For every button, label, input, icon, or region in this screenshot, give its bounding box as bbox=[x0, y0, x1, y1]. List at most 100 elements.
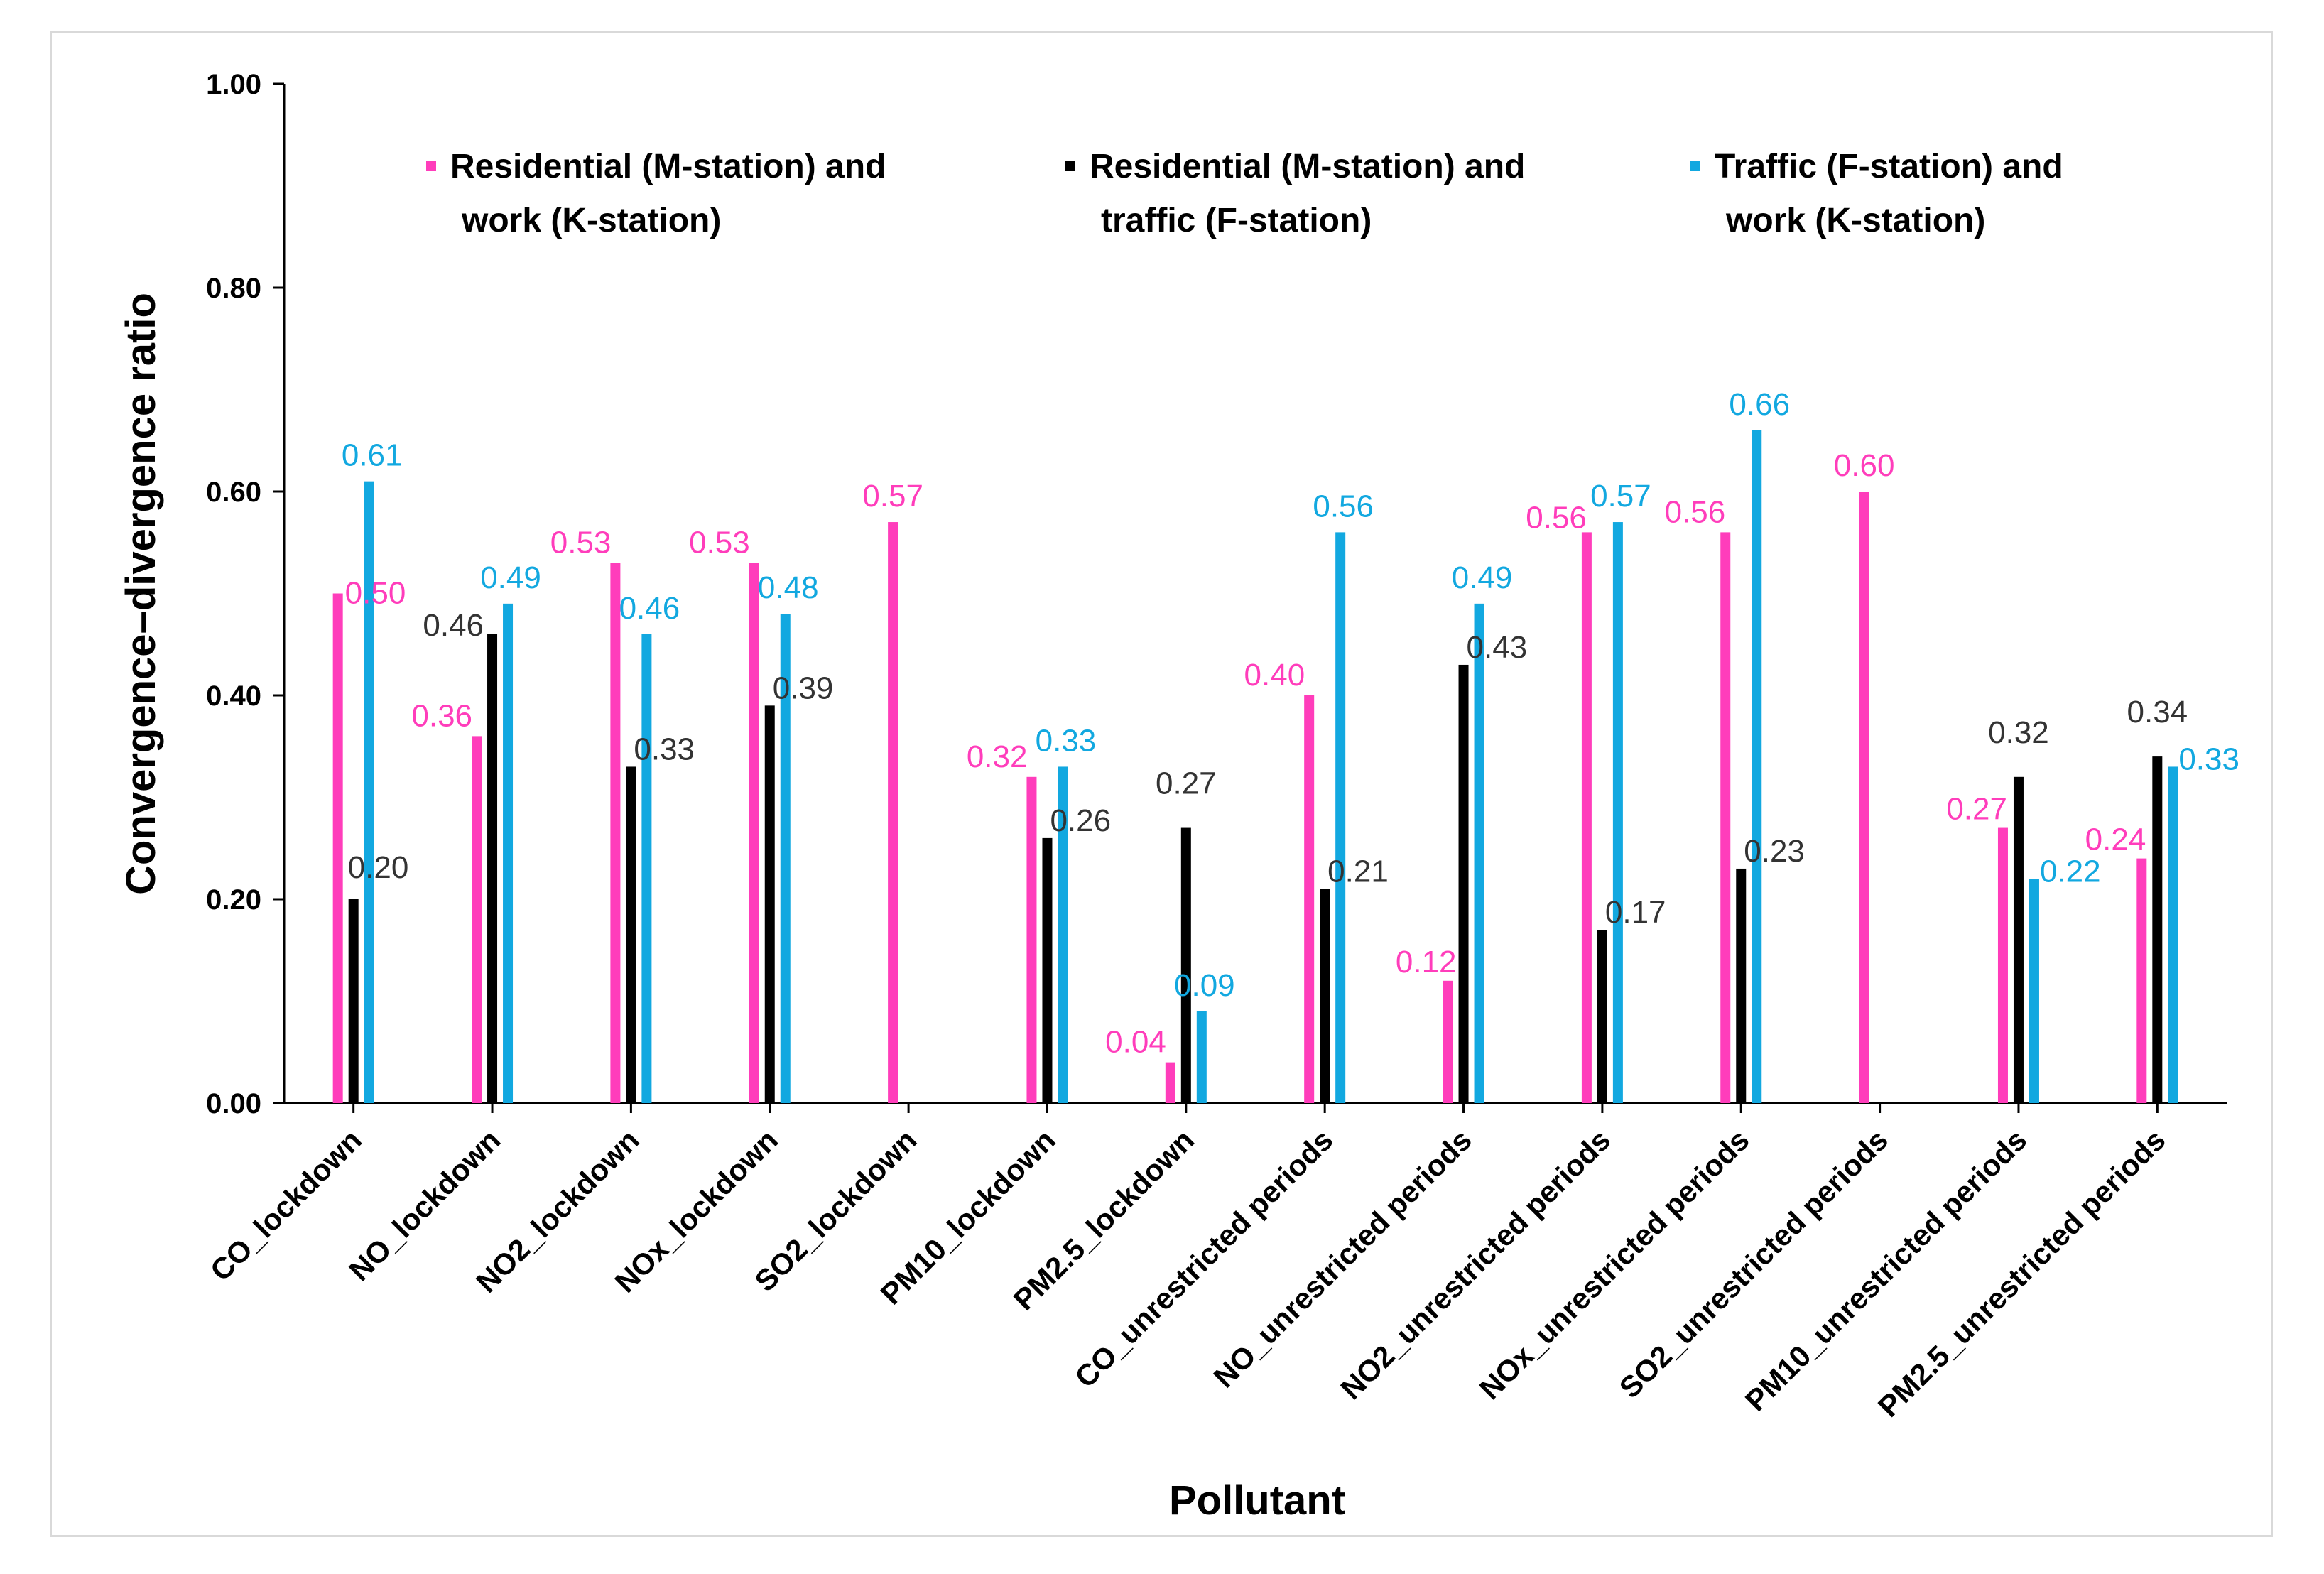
y-tick-label: 0.60 bbox=[206, 477, 261, 508]
x-tick-label: NO2_unrestricted periods bbox=[1334, 1123, 1617, 1406]
bar-series-3 bbox=[780, 614, 791, 1103]
data-label-series-1: 0.56 bbox=[1665, 494, 1726, 529]
bar-series-3 bbox=[1752, 430, 1762, 1103]
bar-series-2 bbox=[487, 634, 498, 1103]
data-label-series-1: 0.53 bbox=[689, 525, 750, 560]
bar-series-1 bbox=[1720, 532, 1731, 1103]
bar-series-3 bbox=[503, 603, 514, 1103]
chart-frame bbox=[50, 31, 2273, 1537]
legend-marker-series-1 bbox=[426, 161, 436, 171]
bar-series-2 bbox=[1597, 930, 1607, 1103]
bar-series-1 bbox=[1997, 827, 2008, 1103]
data-label-series-2: 0.27 bbox=[1156, 766, 1217, 801]
data-label-series-2: 0.23 bbox=[1744, 834, 1805, 869]
bar-series-1 bbox=[1165, 1062, 1175, 1103]
bar-series-1 bbox=[1859, 492, 1869, 1103]
bar-series-2 bbox=[1320, 889, 1330, 1103]
data-label-series-3: 0.49 bbox=[480, 560, 541, 595]
data-label-series-2: 0.17 bbox=[1605, 895, 1666, 930]
data-label-series-3: 0.56 bbox=[1313, 489, 1374, 523]
x-tick-label: PM2.5_unrestricted periods bbox=[1872, 1123, 2172, 1423]
x-axis-title: Pollutant bbox=[1169, 1477, 1345, 1524]
bar-series-3 bbox=[1196, 1011, 1207, 1103]
data-label-series-1: 0.50 bbox=[345, 576, 406, 611]
data-labels: 0.50 0.36 0.53 0.53 0.57 0.32 0.04 0.40 0.12 0.56… bbox=[342, 387, 2239, 1060]
bar-series-1 bbox=[610, 563, 621, 1103]
data-label-series-3: 0.33 bbox=[2178, 742, 2239, 776]
bar-series-2 bbox=[1458, 664, 1469, 1103]
data-label-series-1: 0.04 bbox=[1105, 1025, 1166, 1060]
y-tick-label: 1.00 bbox=[206, 69, 261, 100]
data-label-series-3: 0.61 bbox=[342, 438, 403, 473]
data-label-series-3: 0.33 bbox=[1036, 723, 1097, 758]
data-label-series-2: 0.34 bbox=[2127, 695, 2188, 729]
bar-series-2 bbox=[2013, 776, 2024, 1103]
bar-series-2 bbox=[764, 705, 775, 1103]
data-label-series-3: 0.09 bbox=[1174, 968, 1235, 1003]
bar-series-1 bbox=[332, 593, 343, 1103]
data-label-series-3: 0.57 bbox=[1590, 479, 1651, 514]
x-tick-label: CO_unrestricted periods bbox=[1068, 1123, 1339, 1394]
bars bbox=[332, 430, 2178, 1103]
data-label-series-1: 0.53 bbox=[550, 525, 612, 560]
data-label-series-1: 0.27 bbox=[1946, 792, 2007, 827]
bar-series-1 bbox=[888, 522, 898, 1103]
bar-series-3 bbox=[2029, 879, 2039, 1103]
data-label-series-3: 0.48 bbox=[758, 570, 819, 605]
bar-series-1 bbox=[1304, 695, 1315, 1103]
data-label-series-1: 0.60 bbox=[1834, 448, 1895, 483]
x-tick-label: PM10_unrestricted periods bbox=[1739, 1123, 2033, 1417]
bar-series-1 bbox=[1443, 980, 1453, 1103]
x-tick-label: NOx_unrestricted periods bbox=[1473, 1123, 1756, 1406]
bar-series-3 bbox=[641, 634, 652, 1103]
data-label-series-3: 0.46 bbox=[619, 591, 680, 626]
data-label-series-1: 0.12 bbox=[1396, 945, 1457, 979]
data-label-series-1: 0.40 bbox=[1244, 658, 1305, 693]
bar-series-1 bbox=[1026, 776, 1037, 1103]
data-label-series-2: 0.39 bbox=[773, 671, 834, 705]
legend-label-series-2: Residential (M-station) and bbox=[1090, 148, 1525, 185]
y-tick-label: 0.40 bbox=[206, 680, 261, 712]
bar-series-1 bbox=[2136, 858, 2147, 1103]
bar-series-3 bbox=[1474, 603, 1484, 1103]
legend-label-series-3-line2: work (K-station) bbox=[1725, 202, 1985, 239]
y-tick-label: 0.20 bbox=[206, 884, 261, 916]
bar-series-2 bbox=[1180, 827, 1191, 1103]
data-label-series-3: 0.22 bbox=[2040, 854, 2101, 889]
bar-series-3 bbox=[1335, 532, 1346, 1103]
data-label-series-3: 0.49 bbox=[1452, 560, 1513, 595]
legend-label-series-3: Traffic (F-station) and bbox=[1715, 148, 2063, 185]
y-axis-title: Convergence–divergence ratio bbox=[118, 293, 164, 895]
data-label-series-1: 0.56 bbox=[1526, 500, 1587, 535]
bar-series-3 bbox=[1058, 766, 1068, 1103]
y-tick-label: 0.80 bbox=[206, 273, 261, 304]
legend: Residential (M-station) and work (K-stati… bbox=[426, 148, 2063, 239]
bar-series-2 bbox=[1042, 837, 1053, 1103]
data-label-series-2: 0.46 bbox=[423, 608, 484, 643]
bar-series-2 bbox=[348, 899, 359, 1103]
data-label-series-1: 0.24 bbox=[2085, 823, 2146, 857]
data-label-series-2: 0.20 bbox=[348, 850, 409, 885]
bar-series-2 bbox=[2152, 756, 2163, 1103]
data-label-series-2: 0.43 bbox=[1467, 630, 1528, 665]
x-tick-label: SO2_unrestricted periods bbox=[1613, 1123, 1894, 1404]
legend-marker-series-3 bbox=[1690, 161, 1700, 171]
x-tick-label: NO_unrestricted periods bbox=[1207, 1123, 1477, 1394]
bar-series-1 bbox=[1581, 532, 1592, 1103]
bar-series-2 bbox=[1736, 868, 1747, 1103]
legend-label-series-2-line2: traffic (F-station) bbox=[1101, 202, 1372, 239]
data-label-series-1: 0.32 bbox=[967, 739, 1028, 774]
legend-label-series-1: Residential (M-station) and bbox=[450, 148, 886, 185]
data-label-series-3: 0.66 bbox=[1729, 387, 1790, 422]
bar-series-3 bbox=[2168, 766, 2178, 1103]
data-label-series-2: 0.32 bbox=[1988, 715, 2049, 750]
bar-series-2 bbox=[626, 766, 636, 1103]
y-tick-label: 0.00 bbox=[206, 1088, 261, 1119]
data-label-series-2: 0.26 bbox=[1050, 803, 1111, 838]
data-label-series-2: 0.33 bbox=[634, 732, 695, 766]
legend-marker-series-2 bbox=[1065, 161, 1075, 171]
data-label-series-1: 0.36 bbox=[411, 698, 472, 733]
data-label-series-1: 0.57 bbox=[862, 479, 923, 514]
legend-label-series-1-line2: work (K-station) bbox=[461, 202, 721, 239]
